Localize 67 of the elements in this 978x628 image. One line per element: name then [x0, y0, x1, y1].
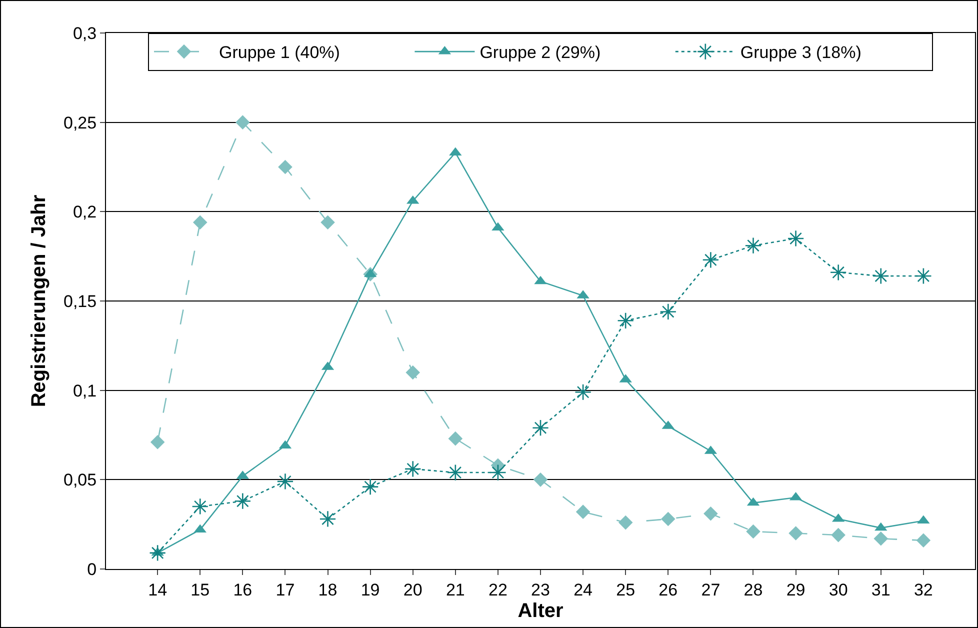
point: [278, 160, 292, 174]
x-tick-label: 20: [403, 580, 422, 600]
point: [404, 460, 422, 478]
x-tick-label: 23: [531, 580, 550, 600]
x-tick-label: 17: [276, 580, 295, 600]
y-axis-title: Registrierungen / Jahr: [28, 194, 50, 408]
point: [448, 431, 463, 446]
point: [704, 506, 718, 521]
point: [406, 365, 420, 380]
point: [576, 504, 590, 519]
x-tick-label: 22: [488, 580, 508, 600]
x-tick-label: 19: [360, 580, 380, 600]
x-tick-label: 14: [148, 580, 168, 600]
point: [532, 419, 549, 436]
x-tick-label: 16: [233, 580, 252, 600]
point: [319, 510, 336, 528]
point: [150, 435, 165, 450]
x-tick-label: 30: [828, 580, 848, 600]
point: [276, 473, 294, 490]
x-tick-label: 18: [318, 580, 338, 600]
point: [746, 524, 760, 539]
point: [787, 230, 804, 247]
x-tick-label: 15: [190, 580, 210, 600]
y-tick-label: 0,15: [64, 292, 97, 311]
point: [320, 215, 335, 230]
point: [192, 215, 208, 230]
point: [916, 533, 931, 548]
legend-label: Gruppe 1 (40%): [219, 43, 340, 62]
point: [702, 251, 720, 268]
point: [744, 237, 762, 254]
x-tick-label: 28: [744, 580, 763, 600]
x-tick-label: 24: [574, 580, 593, 600]
point: [533, 472, 548, 487]
y-tick-label: 0,25: [64, 113, 97, 132]
x-tick-label: 21: [446, 580, 465, 600]
legend-label: Gruppe 2 (29%): [480, 43, 601, 62]
point: [149, 544, 166, 562]
point: [914, 268, 932, 284]
point: [192, 498, 209, 515]
point: [660, 303, 677, 320]
x-tick-label: 25: [616, 580, 636, 600]
point: [831, 528, 846, 542]
point: [574, 384, 592, 401]
point: [872, 268, 890, 284]
point: [830, 264, 847, 281]
point: [362, 478, 379, 496]
point: [446, 464, 464, 481]
y-tick-label: 0: [87, 560, 97, 579]
point: [617, 312, 634, 330]
x-tick-label: 26: [658, 580, 678, 600]
x-tick-label: 32: [914, 580, 933, 600]
legend-label: Gruppe 3 (18%): [740, 43, 862, 62]
x-tick-label: 29: [786, 580, 806, 600]
point: [874, 531, 888, 546]
point: [236, 115, 250, 130]
point: [660, 512, 676, 526]
y-tick-label: 0,05: [64, 470, 97, 490]
point: [234, 492, 252, 510]
point: [788, 526, 803, 540]
y-tick-label: 0,3: [72, 24, 97, 43]
y-tick-label: 0,2: [72, 202, 97, 222]
point: [490, 464, 506, 481]
y-tick-label: 0,1: [72, 381, 97, 400]
point: [618, 515, 633, 530]
x-tick-label: 27: [701, 580, 720, 600]
x-tick-label: 31: [871, 580, 890, 600]
x-axis-title: Alter: [518, 600, 564, 622]
